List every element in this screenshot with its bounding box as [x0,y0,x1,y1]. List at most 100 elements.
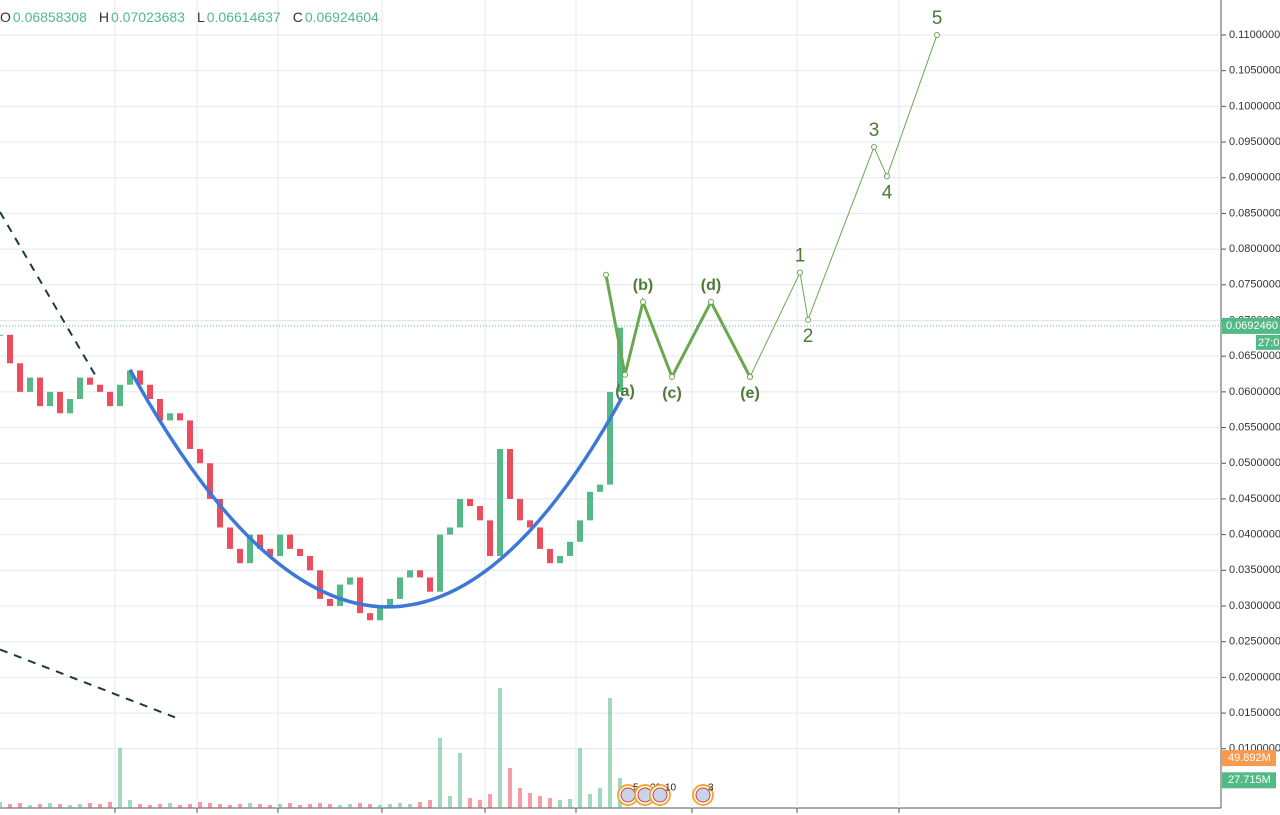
wave-point [708,298,714,305]
event-count: 5 [633,783,639,794]
ohlc-value: 0.07023683 [110,9,185,25]
volume-bar [258,804,262,808]
candle [277,534,283,557]
volume-bar [318,803,322,808]
event-flag [695,787,711,803]
candle [47,391,53,407]
wave-label: (d) [701,277,721,294]
volume-bar [0,802,2,808]
volume-bar [218,804,222,808]
volume-bar [58,804,62,808]
volume-bar [148,805,152,808]
event-count: 3 [708,783,714,794]
candle [567,541,573,557]
candle [307,556,313,571]
event-flag [652,787,668,803]
volume-bar [268,805,272,808]
ohlc-key: C [292,9,303,25]
wave-label: 1 [795,246,806,267]
volume-bar [198,802,202,808]
candle [347,577,353,585]
wave-label: (a) [615,383,635,400]
candle [227,527,233,549]
candle [427,577,433,592]
candle [377,606,383,621]
candle [77,377,83,400]
candle [27,377,33,392]
countdown-tag [1256,334,1280,350]
y-tick-label: 0.0300000 [1229,600,1280,612]
y-tick-label: 0.0550000 [1229,421,1280,433]
candle [467,498,473,507]
ohlc-key: L [196,9,205,25]
wave-point [640,298,646,305]
wave-point [747,373,753,380]
volume-bar [478,800,482,808]
candle [597,484,603,492]
candle [547,548,553,564]
volume-bar [598,788,602,808]
trendline [0,648,176,719]
last-price-tag [1222,317,1280,334]
volume-bar [118,748,122,808]
wave-point [603,271,609,278]
candle [87,377,93,385]
volume-bar [428,800,432,808]
y-tick-label: 0.0150000 [1229,707,1280,719]
candle [147,384,153,400]
ohlc-value: 0.06924604 [304,9,379,25]
volume-bar [388,804,392,808]
y-tick-label: 0.0250000 [1229,636,1280,648]
volume-bar [38,804,42,808]
y-tick-label: 0.0350000 [1229,564,1280,576]
candle [367,613,373,621]
wave-label: (e) [740,385,760,402]
candle [217,498,223,528]
wave-path [604,274,752,381]
candle [97,384,103,392]
candle [287,534,293,549]
candle [267,548,273,557]
volume-bar [98,804,102,808]
volume-bar [128,800,132,808]
wave-label: (b) [633,277,653,294]
candle [117,384,123,407]
volume-bar [108,802,112,808]
volume-bar [28,805,32,808]
event-count: 10 [665,783,677,794]
volume-bar [528,793,532,808]
volume-bar [348,804,352,808]
candle [197,448,203,464]
candle [297,548,303,557]
volume-bar [548,798,552,808]
candle [107,391,113,407]
candle [167,413,173,421]
volume-bar [238,804,242,808]
volume-bar [518,788,522,808]
y-tick-label: 0.0500000 [1229,457,1280,469]
volume-bar [408,804,412,808]
y-tick-label: 0.1100000 [1229,29,1280,41]
candle [607,391,613,485]
candle [357,577,363,614]
wave-point [669,373,675,380]
volume-bar [168,803,172,808]
y-tick-label: 0.1000000 [1229,100,1280,112]
y-tick-label: 0.0450000 [1229,493,1280,505]
y-tick-label: 0.0600000 [1229,386,1280,398]
volume-bar [508,768,512,808]
volume-bar [608,698,612,808]
countdown-label: 27:0 [1258,337,1279,349]
candle [417,570,423,578]
wave-path [749,34,938,378]
volume-bar [208,803,212,808]
wave-point [884,173,890,180]
volume-bar [88,803,92,808]
volume-bar [178,805,182,808]
volume-bar [378,805,382,808]
wave-point [871,144,877,151]
volume-bar [68,805,72,808]
candle [67,399,73,414]
volume-bar [468,798,472,808]
volume-bar [158,804,162,808]
